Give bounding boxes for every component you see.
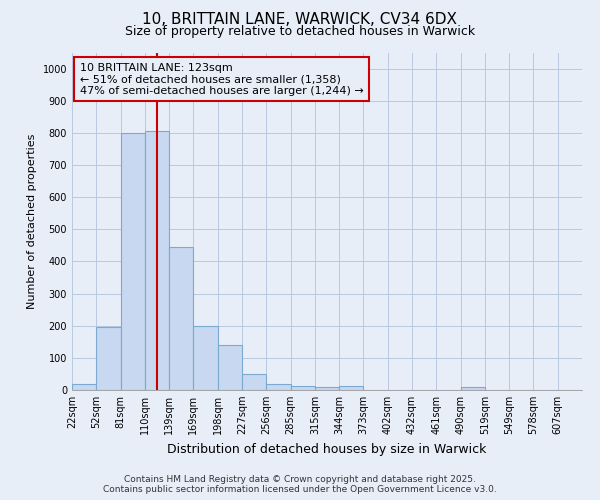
Bar	[96, 328, 121, 390]
Bar	[315, 387, 339, 390]
Bar	[290, 386, 315, 390]
Text: Size of property relative to detached houses in Warwick: Size of property relative to detached ho…	[125, 25, 475, 38]
Bar	[121, 133, 145, 390]
Bar	[218, 345, 242, 390]
Bar	[169, 247, 193, 390]
Bar	[242, 374, 266, 390]
Bar	[266, 384, 290, 390]
Y-axis label: Number of detached properties: Number of detached properties	[27, 134, 37, 309]
X-axis label: Distribution of detached houses by size in Warwick: Distribution of detached houses by size …	[167, 442, 487, 456]
Bar	[339, 386, 364, 390]
Bar	[72, 384, 96, 390]
Text: Contains HM Land Registry data © Crown copyright and database right 2025.
Contai: Contains HM Land Registry data © Crown c…	[103, 474, 497, 494]
Bar	[193, 326, 218, 390]
Text: 10, BRITTAIN LANE, WARWICK, CV34 6DX: 10, BRITTAIN LANE, WARWICK, CV34 6DX	[143, 12, 458, 28]
Bar	[461, 387, 485, 390]
Text: 10 BRITTAIN LANE: 123sqm
← 51% of detached houses are smaller (1,358)
47% of sem: 10 BRITTAIN LANE: 123sqm ← 51% of detach…	[80, 62, 364, 96]
Bar	[145, 131, 169, 390]
